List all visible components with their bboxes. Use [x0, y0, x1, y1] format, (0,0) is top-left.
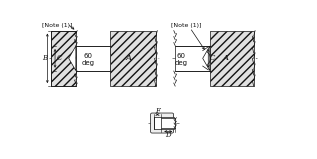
- Bar: [210, 31, 254, 86]
- FancyBboxPatch shape: [151, 113, 174, 133]
- Text: 60
deg: 60 deg: [82, 53, 95, 66]
- Text: 60
deg: 60 deg: [175, 53, 188, 66]
- Text: B: B: [42, 54, 47, 62]
- Text: C: C: [210, 54, 215, 62]
- Text: A: A: [126, 54, 132, 62]
- Bar: [161, 118, 175, 128]
- Polygon shape: [69, 46, 76, 71]
- Bar: [76, 46, 110, 71]
- Text: [Note (1)]: [Note (1)]: [42, 23, 73, 28]
- Bar: [154, 117, 174, 129]
- Bar: [175, 46, 210, 71]
- Text: D: D: [165, 131, 171, 139]
- Text: F: F: [155, 107, 160, 115]
- Text: C: C: [57, 54, 62, 62]
- Text: A: A: [222, 54, 228, 62]
- Text: [Note (1)]: [Note (1)]: [171, 23, 202, 28]
- Bar: [51, 31, 76, 86]
- Polygon shape: [203, 46, 210, 71]
- Bar: [110, 31, 156, 86]
